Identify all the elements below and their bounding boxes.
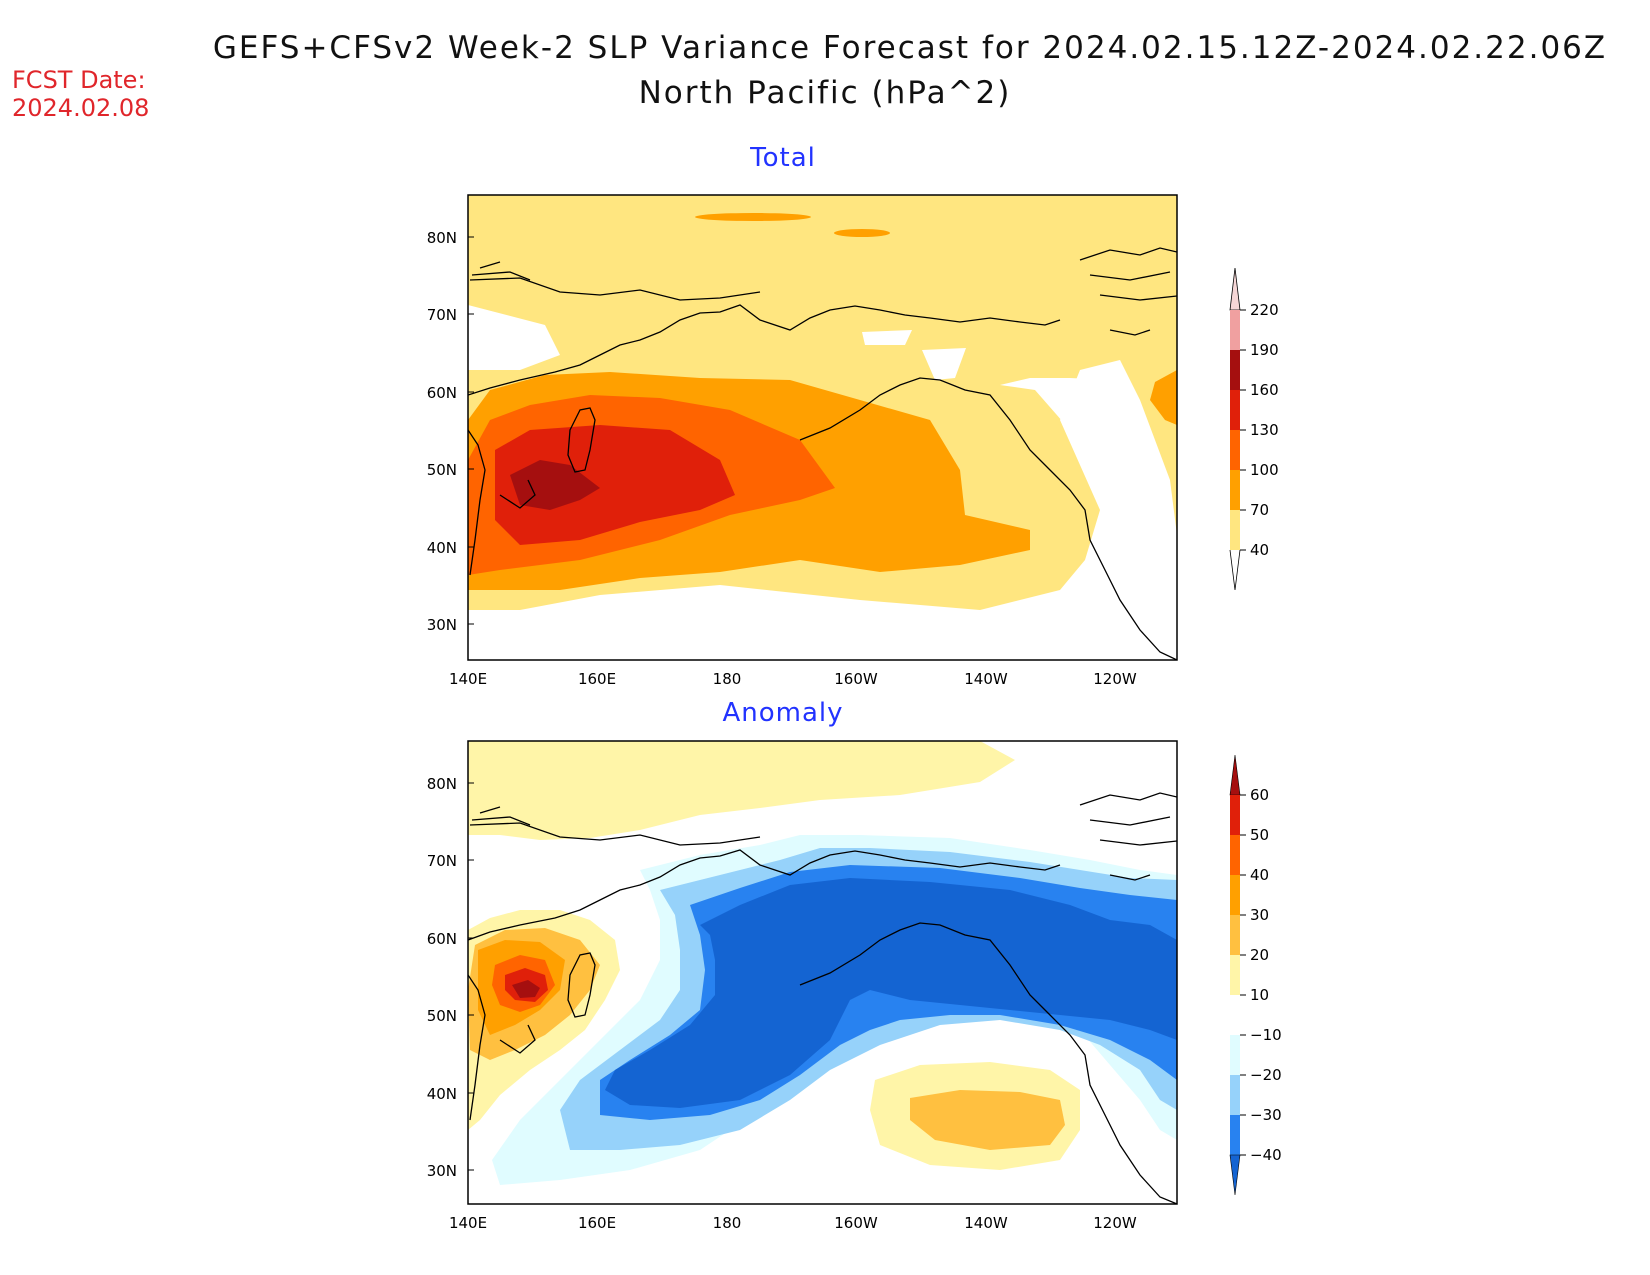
total-lat-label: 70N: [427, 306, 457, 324]
anomaly-lon-label: 180: [713, 1214, 742, 1232]
total-colorbar-label: 190: [1250, 341, 1279, 359]
anomaly-colorbar-label: 60: [1250, 786, 1269, 804]
anomaly-colorbar-label: −10: [1250, 1026, 1282, 1044]
anomaly-lat-label: 60N: [427, 930, 457, 948]
anomaly-colorbar-label: 50: [1250, 826, 1269, 844]
total-lon-label: 120W: [1093, 670, 1137, 688]
total-lon-label: 140E: [449, 670, 487, 688]
anomaly-colorbar: 60 50 40 30 20 10 −10 −20 −30 −40: [1229, 754, 1282, 1196]
anomaly-colorbar-label: −40: [1250, 1146, 1282, 1164]
total-colorbar-label: 160: [1250, 381, 1279, 399]
total-lat-label: 40N: [427, 539, 457, 557]
total-lat-label: 60N: [427, 384, 457, 402]
anomaly-colorbar-label: 10: [1250, 986, 1269, 1004]
total-lon-label: 180: [713, 670, 742, 688]
total-lat-label: 30N: [427, 616, 457, 634]
forecast-date-label: FCST Date:: [12, 66, 146, 94]
anomaly-lon-label: 160W: [834, 1214, 878, 1232]
subtitle: North Pacific (hPa^2): [638, 75, 1012, 111]
total-colorbar-label: 100: [1250, 461, 1279, 479]
anomaly-lat-label: 80N: [427, 775, 457, 793]
total-colorbar: 220 190 160 130 100 70 40: [1229, 267, 1279, 591]
anomaly-lat-label: 40N: [427, 1085, 457, 1103]
anomaly-lon-label: 140E: [449, 1214, 487, 1232]
anomaly-colorbar-label: −20: [1250, 1066, 1282, 1084]
total-lon-label: 160W: [834, 670, 878, 688]
anomaly-colorbar-label: 30: [1250, 906, 1269, 924]
anomaly-lat-label: 50N: [427, 1007, 457, 1025]
anomaly-lon-label: 140W: [964, 1214, 1008, 1232]
main-title: GEFS+CFSv2 Week-2 SLP Variance Forecast …: [212, 30, 1608, 66]
total-panel-title: Total: [750, 143, 816, 173]
anomaly-lon-ticks: 140E 160E 180 160W 140W 120W: [449, 1214, 1137, 1232]
total-lat-label: 80N: [427, 229, 457, 247]
anomaly-lon-label: 160E: [578, 1214, 616, 1232]
anomaly-colorbar-label: 40: [1250, 866, 1269, 884]
total-lon-label: 140W: [964, 670, 1008, 688]
total-colorbar-label: 70: [1250, 501, 1269, 519]
anomaly-lat-label: 70N: [427, 852, 457, 870]
anomaly-lat-ticks: 80N 70N 60N 50N 40N 30N: [427, 775, 474, 1180]
anomaly-panel-title: Anomaly: [722, 698, 844, 728]
total-colorbar-label: 220: [1250, 301, 1279, 319]
total-colorbar-label: 130: [1250, 421, 1279, 439]
total-lat-label: 50N: [427, 461, 457, 479]
total-lon-label: 160E: [578, 670, 616, 688]
forecast-date-value: 2024.02.08: [12, 94, 150, 122]
total-contours: [468, 195, 1177, 660]
total-colorbar-label: 40: [1250, 541, 1269, 559]
anomaly-colorbar-label: −30: [1250, 1106, 1282, 1124]
anomaly-contours: [468, 741, 1177, 1204]
total-lat-ticks: 80N 70N 60N 50N 40N 30N: [427, 229, 474, 634]
total-lon-ticks: 140E 160E 180 160W 140W 120W: [449, 670, 1137, 688]
anomaly-colorbar-label: 20: [1250, 946, 1269, 964]
anomaly-lat-label: 30N: [427, 1162, 457, 1180]
anomaly-lon-label: 120W: [1093, 1214, 1137, 1232]
